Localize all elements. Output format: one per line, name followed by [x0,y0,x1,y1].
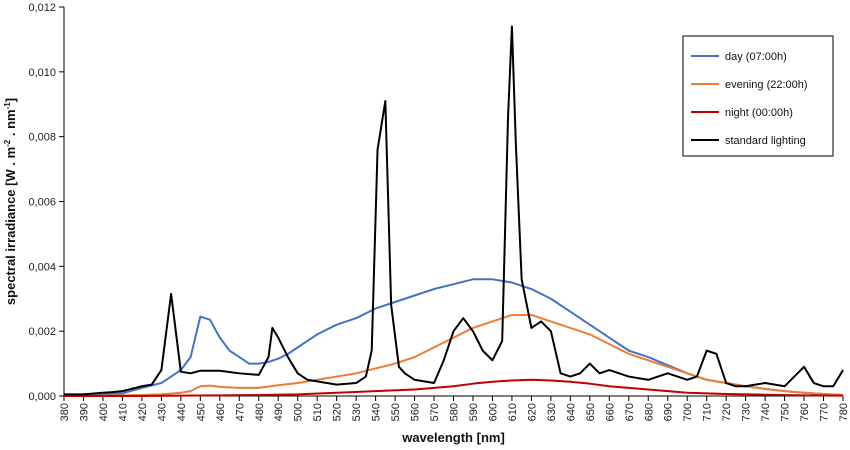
x-tick-label: 610 [507,403,519,421]
legend: day (07:00h) evening (22:00h) night (00:00… [682,35,834,157]
x-tick-label: 490 [273,403,285,421]
y-axis-title-end: ] [3,98,18,102]
y-tick-label: 0,012 [28,2,56,14]
x-ticks: 380 390 400 410 420 430 440 450 460 470 480 490 500 5… [59,396,850,421]
y-axis-title-main: spectral irradiance [W . m [3,147,18,305]
series-line-1 [64,313,844,397]
x-tick-label: 430 [156,403,168,421]
x-tick-label: 600 [487,403,499,421]
x-tick-label: 740 [760,403,772,421]
x-tick-label: 620 [526,403,538,421]
x-tick-label: 760 [799,403,811,421]
x-tick-label: 770 [819,403,831,421]
y-axis-title: spectral irradiance [W . m-2 . nm-1] [3,98,18,305]
x-tick-label: 410 [117,403,129,421]
legend-label: day (07:00h) [725,51,787,63]
x-tick-label: 750 [780,403,792,421]
legend-label: standard lighting [725,135,806,147]
x-tick-label: 500 [293,403,305,421]
x-tick-label: 710 [702,403,714,421]
legend-label: evening (22:00h) [725,79,808,91]
x-tick-label: 570 [429,403,441,421]
y-ticks: 0,000 0,002 0,004 0,006 0,008 0,010 0,012 [28,2,64,403]
x-tick-label: 400 [98,403,110,421]
y-tick-label: 0,000 [28,391,56,403]
series-layer [63,25,844,397]
series-line-3 [64,25,844,396]
y-axis-title-sup1: -2 [3,139,12,147]
x-tick-label: 680 [643,403,655,421]
x-tick-label: 640 [565,403,577,421]
x-tick-label: 780 [838,403,850,421]
x-tick-label: 390 [78,403,90,421]
y-axis-title-sup2: -1 [3,102,12,110]
x-tick-label: 690 [663,403,675,421]
x-tick-label: 420 [137,403,149,421]
x-tick-label: 460 [215,403,227,421]
x-tick-label: 470 [234,403,246,421]
x-tick-label: 560 [410,403,422,421]
x-tick-label: 530 [351,403,363,421]
x-tick-label: 520 [332,403,344,421]
x-tick-label: 440 [176,403,188,421]
x-tick-label: 650 [585,403,597,421]
x-tick-label: 590 [468,403,480,421]
y-tick-label: 0,008 [28,132,56,144]
x-tick-label: 660 [604,403,616,421]
x-tick-label: 550 [390,403,402,421]
x-tick-label: 510 [312,403,324,421]
legend-label: night (00:00h) [725,107,793,119]
x-tick-label: 730 [741,403,753,421]
x-tick-label: 700 [682,403,694,421]
y-tick-label: 0,006 [28,197,56,209]
x-tick-label: 580 [449,403,461,421]
series-line-2 [64,378,844,397]
y-tick-label: 0,002 [28,326,56,338]
y-axis-title-mid: . nm [3,109,18,139]
x-tick-label: 450 [195,403,207,421]
x-tick-label: 630 [546,403,558,421]
x-tick-label: 720 [721,403,733,421]
x-axis-title: wavelength [nm] [401,430,505,445]
x-tick-label: 480 [254,403,266,421]
y-tick-label: 0,010 [28,67,56,79]
x-tick-label: 540 [371,403,383,421]
x-tick-label: 380 [59,403,71,421]
y-tick-label: 0,004 [28,261,56,273]
x-tick-label: 670 [624,403,636,421]
